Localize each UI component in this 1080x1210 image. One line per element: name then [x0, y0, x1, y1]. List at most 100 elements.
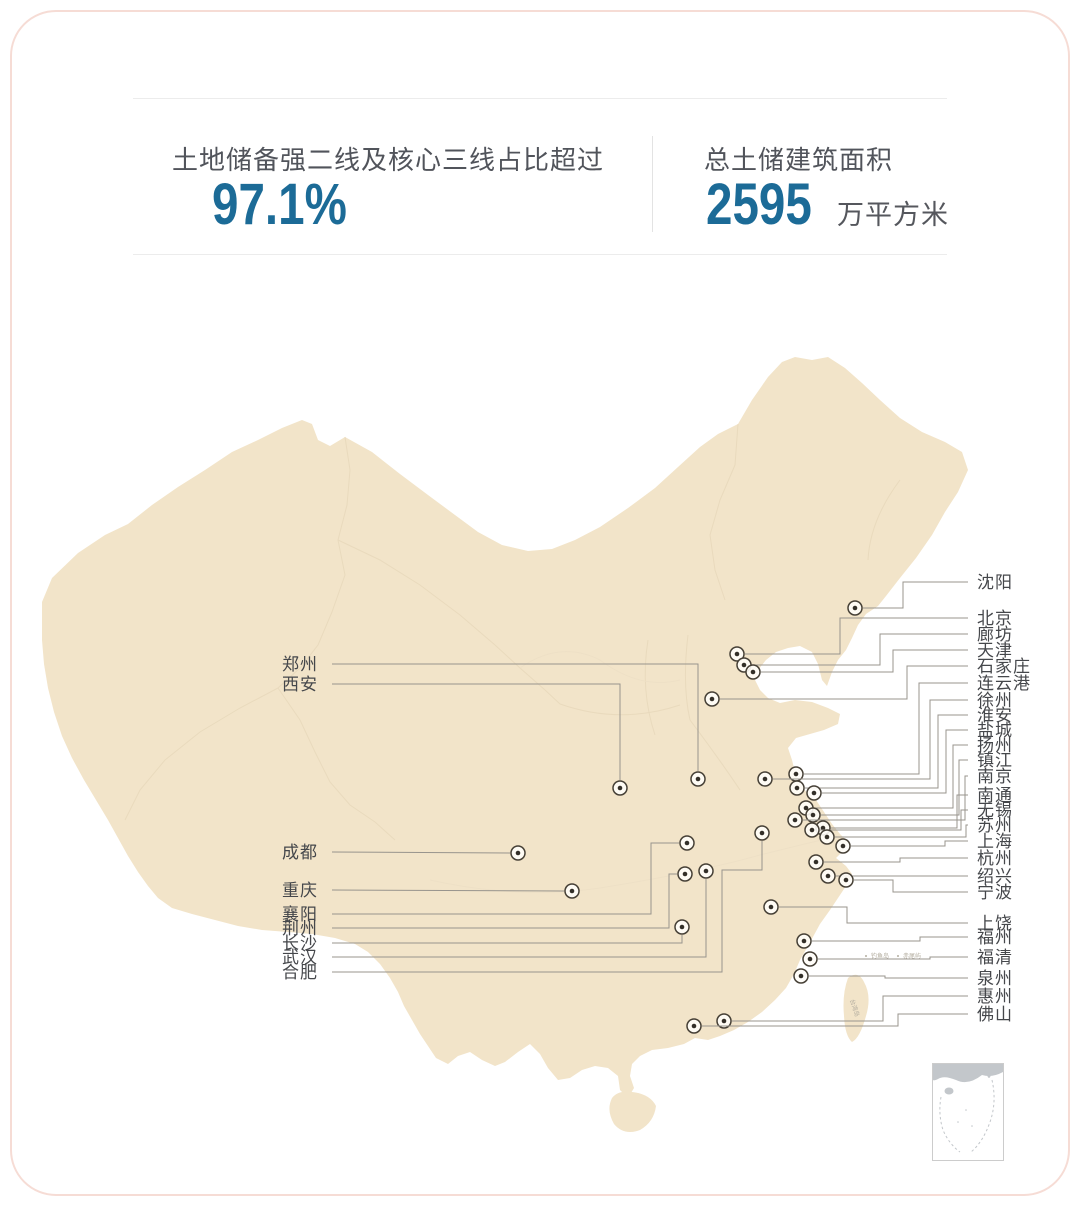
city-connector-line	[332, 842, 679, 915]
city-group: 上饶	[763, 899, 1013, 933]
city-group: 郑州	[282, 655, 706, 787]
city-connector-line	[822, 729, 968, 794]
city-connector-line	[732, 995, 968, 1022]
city-label: 绍兴	[977, 867, 1013, 886]
city-label: 泉州	[977, 969, 1013, 988]
city-connector-line	[805, 714, 968, 789]
city-label: 盐城	[977, 721, 1013, 740]
city-group: 惠州	[716, 987, 1012, 1029]
stats-vertical-divider	[652, 136, 653, 232]
city-label: 佛山	[977, 1005, 1013, 1024]
city-group: 盐城	[806, 721, 1013, 801]
city-marker-dot	[734, 651, 740, 657]
city-group: 荆州	[282, 866, 693, 938]
chiwei-island-dot	[897, 955, 899, 957]
city-group: 南京	[787, 767, 1013, 828]
city-group: 苏州	[819, 816, 1013, 845]
city-connector-line	[809, 975, 968, 979]
china-landmass	[42, 357, 968, 1098]
city-marker-dot	[515, 850, 521, 856]
city-label: 石家庄	[977, 657, 1031, 676]
city-label: 镇江	[977, 751, 1013, 770]
city-connector-line	[332, 935, 683, 944]
city-label: 苏州	[977, 816, 1013, 835]
city-label: 福州	[977, 928, 1013, 947]
city-connector-line	[332, 663, 699, 771]
city-label: 天津	[977, 641, 1013, 660]
city-label: 襄阳	[282, 904, 318, 924]
city-connector-line	[820, 809, 968, 831]
city-marker-dot	[801, 938, 807, 944]
city-connector-line	[821, 759, 968, 816]
land-reserve-ratio-label: 土地储备强二线及核心三线占比超过	[172, 145, 605, 175]
province-borders	[124, 423, 901, 893]
city-marker-dot	[843, 877, 849, 883]
inset-island-dot	[957, 1121, 959, 1123]
city-marker-dot	[810, 812, 816, 818]
city-marker-dot	[852, 605, 858, 611]
inset-mainland	[933, 1064, 1003, 1083]
city-group: 长沙	[282, 919, 690, 953]
city-marker-dot	[794, 785, 800, 791]
city-connector-line	[812, 936, 968, 942]
city-marker-dot	[824, 834, 830, 840]
city-label: 西安	[282, 675, 318, 694]
city-marker-dot	[820, 825, 826, 831]
city-label: 南京	[977, 767, 1013, 786]
city-connector-line	[803, 775, 968, 821]
city-marker-dot	[741, 662, 747, 668]
city-label: 成都	[282, 843, 318, 862]
city-label: 重庆	[282, 881, 318, 900]
city-label: 淮安	[977, 706, 1013, 725]
city-label: 长沙	[282, 934, 318, 953]
city-group: 福清	[802, 948, 1013, 967]
city-connector-line	[804, 682, 968, 775]
city-group: 淮安	[789, 706, 1013, 796]
city-label: 北京	[977, 609, 1013, 628]
city-connector-line	[761, 649, 968, 673]
city-label: 连云港	[977, 674, 1031, 693]
city-label: 福清	[977, 948, 1013, 967]
city-marker-dot	[569, 888, 575, 894]
area-unit: 万平方米	[837, 200, 950, 230]
city-marker-dot	[695, 776, 701, 782]
city-group: 西安	[282, 675, 628, 796]
city-label: 上饶	[977, 914, 1013, 933]
city-group: 襄阳	[282, 835, 695, 924]
hainan-island	[609, 1091, 656, 1132]
inset-island-dot	[971, 1125, 973, 1127]
city-connector-line	[814, 744, 968, 809]
city-marker-dot	[684, 840, 690, 846]
city-marker-dot	[617, 785, 623, 791]
city-label: 荆州	[282, 919, 318, 938]
cities-layer: 沈阳北京廊坊天津石家庄连云港徐州淮安盐城扬州镇江南京南通无锡苏州上海杭州绍兴宁波…	[282, 573, 1031, 1034]
chiwei-island-label: 赤尾屿	[903, 952, 921, 960]
city-label: 廊坊	[977, 625, 1013, 644]
inset-hainan	[944, 1087, 954, 1095]
city-marker-dot	[792, 817, 798, 823]
city-group: 合肥	[282, 825, 770, 982]
city-label: 郑州	[282, 655, 318, 674]
city-marker-dot	[798, 973, 804, 979]
diaoyu-island-dot	[865, 955, 867, 957]
city-connector-line	[331, 851, 511, 854]
land-reserve-ratio-value: 97.1%	[212, 176, 376, 234]
city-label: 杭州	[977, 849, 1013, 868]
city-group: 廊坊	[736, 625, 1013, 673]
city-connector-line	[702, 1013, 968, 1027]
city-marker-dot	[691, 1023, 697, 1029]
city-group: 上海	[835, 832, 1013, 854]
city-marker-dot	[750, 669, 756, 675]
city-connector-line	[831, 794, 968, 829]
city-connector-line	[851, 840, 968, 847]
city-marker-dot	[813, 859, 819, 865]
south-china-sea-inset	[932, 1063, 1004, 1161]
taiwan-island	[843, 974, 869, 1042]
city-marker-dot	[759, 830, 765, 836]
city-label: 上海	[977, 832, 1013, 851]
city-group: 泉州	[793, 968, 1013, 988]
city-marker-dot	[768, 904, 774, 910]
city-marker-dot	[762, 776, 768, 782]
city-marker-dot	[809, 827, 815, 833]
city-marker-dot	[682, 871, 688, 877]
